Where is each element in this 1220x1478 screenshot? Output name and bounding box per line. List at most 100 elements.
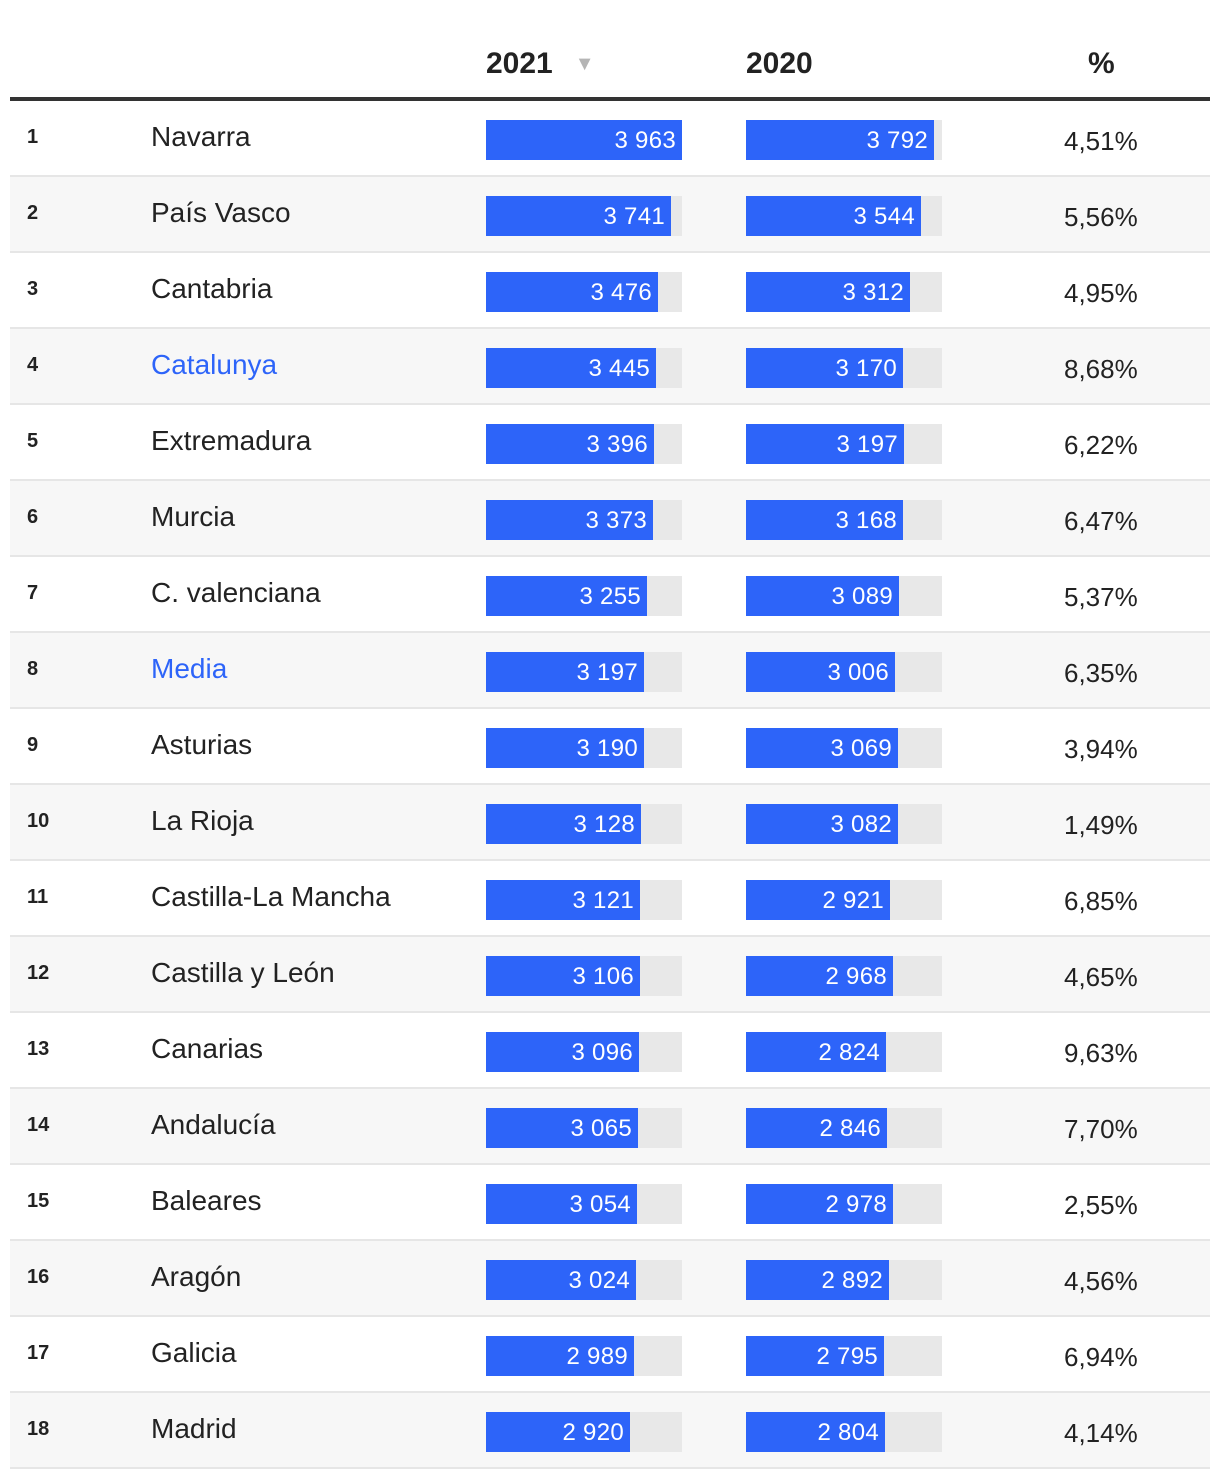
table-row: 17 Galicia 2 989 2 795 6,94%	[10, 1317, 1210, 1393]
percent-change: 7,70%	[1064, 1114, 1138, 1144]
bar-track-2021: 3 054	[486, 1184, 682, 1224]
table-header: 2021 ▼ 2020 %	[10, 0, 1210, 101]
table-row: 7 C. valenciana 3 255 3 089 5,37%	[10, 557, 1210, 633]
bar-track-2021: 2 920	[486, 1412, 682, 1452]
table-row: 6 Murcia 3 373 3 168 6,47%	[10, 481, 1210, 557]
percent-change: 8,68%	[1064, 354, 1138, 384]
bar-value-label-2020: 3 312	[842, 279, 904, 306]
bar-value-label-2020: 2 921	[822, 887, 884, 914]
region-name: Cantabria	[151, 273, 273, 304]
column-header-2020[interactable]: 2020	[746, 47, 813, 80]
bar-value-label-2021: 3 963	[614, 127, 676, 154]
bar-value-label-2020: 3 170	[835, 355, 897, 382]
column-header-2021[interactable]: 2021 ▼	[486, 44, 595, 84]
region-name: Aragón	[151, 1261, 242, 1292]
bar-track-2020: 3 312	[746, 272, 942, 312]
column-header-percent[interactable]: %	[1088, 47, 1115, 80]
bar-value-label-2020: 3 006	[827, 659, 889, 686]
bar-track-2020: 3 170	[746, 348, 942, 388]
table-row: 2 País Vasco 3 741 3 544 5,56%	[10, 177, 1210, 253]
region-name: Asturias	[151, 729, 253, 760]
bar-2020: 2 892	[746, 1260, 889, 1300]
bar-2020: 2 795	[746, 1336, 884, 1376]
rank-number: 8	[27, 658, 39, 680]
table-row: 1 Navarra 3 963 3 792 4,51%	[10, 101, 1210, 177]
table-row: 9 Asturias 3 190 3 069 3,94%	[10, 709, 1210, 785]
bar-2020: 2 824	[746, 1032, 886, 1072]
bar-value-label-2021: 3 373	[585, 507, 647, 534]
bar-track-2020: 2 804	[746, 1412, 942, 1452]
percent-change: 6,85%	[1064, 886, 1138, 916]
bar-track-2020: 2 824	[746, 1032, 942, 1072]
table-row: 16 Aragón 3 024 2 892 4,56%	[10, 1241, 1210, 1317]
bar-2020: 3 006	[746, 652, 895, 692]
bar-2021: 3 054	[486, 1184, 637, 1224]
table-row: 15 Baleares 3 054 2 978 2,55%	[10, 1165, 1210, 1241]
bar-value-label-2021: 3 445	[588, 355, 650, 382]
rank-number: 2	[27, 202, 39, 224]
rank-number: 17	[27, 1342, 50, 1364]
bar-2021: 3 255	[486, 576, 647, 616]
bar-track-2021: 3 741	[486, 196, 682, 236]
bar-2021: 2 989	[486, 1336, 634, 1376]
percent-change: 5,37%	[1064, 582, 1138, 612]
bar-value-label-2020: 3 168	[835, 507, 897, 534]
rank-number: 14	[27, 1114, 50, 1136]
bar-track-2020: 3 006	[746, 652, 942, 692]
rank-number: 1	[27, 126, 39, 148]
percent-change: 4,95%	[1064, 278, 1138, 308]
bar-2021: 3 106	[486, 956, 640, 996]
region-name: Andalucía	[151, 1109, 276, 1140]
percent-change: 6,35%	[1064, 658, 1138, 688]
bar-value-label-2021: 3 128	[573, 811, 635, 838]
bar-value-label-2021: 3 255	[579, 583, 641, 610]
bar-value-label-2021: 3 197	[576, 659, 638, 686]
table-body: 1 Navarra 3 963 3 792 4,51% 2 País Vasco 3 741 3…	[10, 101, 1210, 1469]
table-row: 4 Catalunya 3 445 3 170 8,68%	[10, 329, 1210, 405]
bar-value-label-2020: 2 846	[819, 1115, 881, 1142]
bar-value-label-2020: 2 804	[817, 1419, 879, 1446]
bar-track-2020: 3 168	[746, 500, 942, 540]
bar-2020: 3 069	[746, 728, 898, 768]
table-row: 11 Castilla-La Mancha 3 121 2 921 6,85%	[10, 861, 1210, 937]
bar-track-2021: 3 963	[486, 120, 682, 160]
table-row: 12 Castilla y León 3 106 2 968 4,65%	[10, 937, 1210, 1013]
bar-value-label-2021: 3 054	[569, 1191, 631, 1218]
bar-value-label-2020: 2 968	[825, 963, 887, 990]
region-name: Castilla y León	[151, 957, 335, 988]
bar-track-2020: 2 968	[746, 956, 942, 996]
bar-track-2020: 3 792	[746, 120, 942, 160]
bar-2021: 2 920	[486, 1412, 630, 1452]
region-name-link[interactable]: Media	[151, 653, 228, 684]
bar-track-2021: 3 190	[486, 728, 682, 768]
bar-track-2021: 3 024	[486, 1260, 682, 1300]
rank-number: 6	[27, 506, 39, 528]
bar-2020: 3 170	[746, 348, 903, 388]
region-name: C. valenciana	[151, 577, 321, 608]
rank-number: 10	[27, 810, 50, 832]
bar-track-2021: 3 065	[486, 1108, 682, 1148]
table-row: 5 Extremadura 3 396 3 197 6,22%	[10, 405, 1210, 481]
bar-track-2021: 3 197	[486, 652, 682, 692]
bar-2021: 3 121	[486, 880, 640, 920]
bar-value-label-2021: 3 396	[586, 431, 648, 458]
sort-descending-icon[interactable]: ▼	[574, 53, 595, 75]
bar-track-2020: 2 978	[746, 1184, 942, 1224]
table-row: 18 Madrid 2 920 2 804 4,14%	[10, 1393, 1210, 1469]
bar-2021: 3 024	[486, 1260, 636, 1300]
table-row: 10 La Rioja 3 128 3 082 1,49%	[10, 785, 1210, 861]
region-name: Canarias	[151, 1033, 264, 1064]
percent-change: 3,94%	[1064, 734, 1138, 764]
bar-2021: 3 190	[486, 728, 644, 768]
bar-track-2021: 3 255	[486, 576, 682, 616]
percent-change: 6,22%	[1064, 430, 1138, 460]
region-name-link[interactable]: Catalunya	[151, 349, 278, 380]
bar-2020: 3 089	[746, 576, 899, 616]
bar-2021: 3 741	[486, 196, 671, 236]
bar-value-label-2020: 2 795	[816, 1343, 878, 1370]
percent-change: 6,47%	[1064, 506, 1138, 536]
bar-track-2021: 3 396	[486, 424, 682, 464]
rank-number: 13	[27, 1038, 50, 1060]
table-row: 13 Canarias 3 096 2 824 9,63%	[10, 1013, 1210, 1089]
region-name: Madrid	[151, 1413, 237, 1444]
